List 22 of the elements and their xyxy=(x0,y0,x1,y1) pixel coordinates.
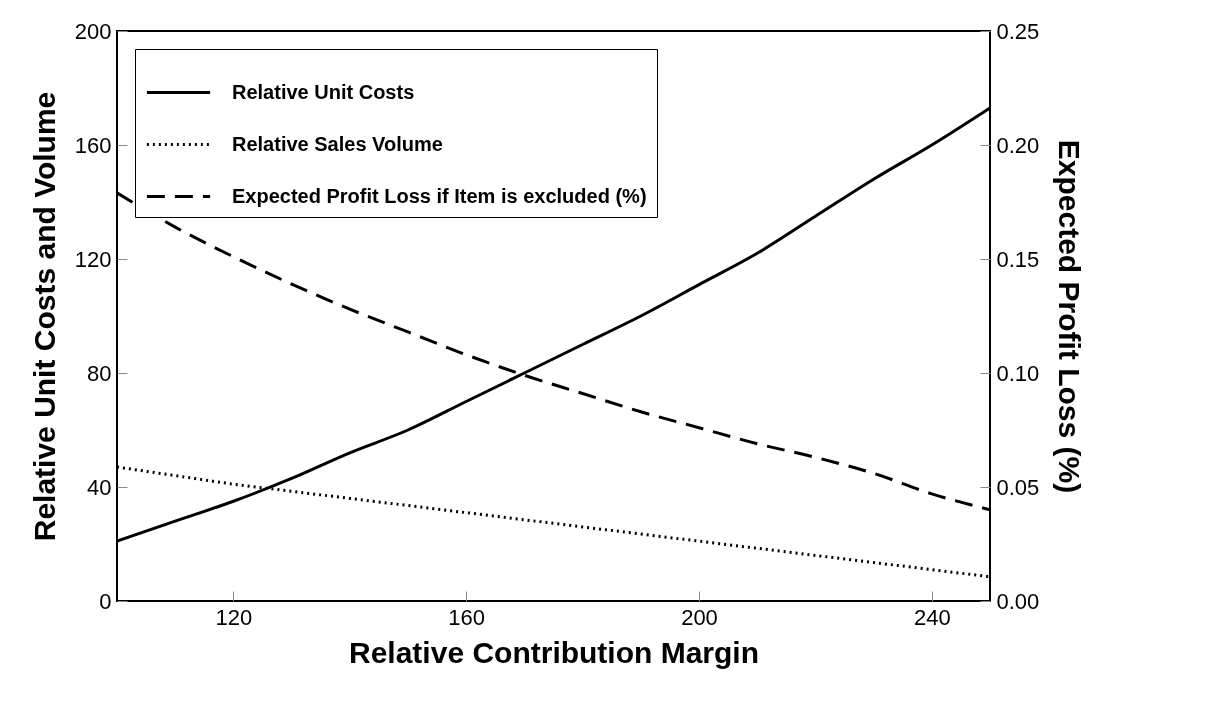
y2-tick-label: 0.10 xyxy=(996,360,1040,386)
y-tick-label: 160 xyxy=(74,132,112,158)
legend-label: Relative Unit Costs xyxy=(232,80,415,103)
legend-label: Relative Sales Volume xyxy=(232,132,443,155)
y-tick-label: 0 xyxy=(99,588,112,614)
x-axis-title: Relative Contribution Margin xyxy=(348,635,760,669)
y2-tick-label: 0.25 xyxy=(996,18,1040,44)
y2-tick-label: 0.05 xyxy=(996,474,1040,500)
y-tick-label: 200 xyxy=(74,18,112,44)
x-tick-label: 160 xyxy=(448,604,486,630)
y-axis-title: Relative Unit Costs and Volume xyxy=(27,91,61,542)
y-tick-label: 40 xyxy=(87,474,112,500)
y-tick-label: 80 xyxy=(87,360,112,386)
legend-label: Expected Profit Loss if Item is excluded (%) xyxy=(232,184,647,207)
x-tick-label: 120 xyxy=(215,604,253,630)
y2-tick-label: 0.20 xyxy=(996,132,1040,158)
y2-tick-label: 0.15 xyxy=(996,246,1040,272)
x-tick-label: 200 xyxy=(681,604,718,630)
y2-axis-title: Expected Profit Loss (%) xyxy=(1053,139,1087,494)
y2-tick-label: 0.00 xyxy=(996,588,1040,614)
x-tick-label: 240 xyxy=(913,604,951,630)
y-tick-label: 120 xyxy=(74,246,112,272)
